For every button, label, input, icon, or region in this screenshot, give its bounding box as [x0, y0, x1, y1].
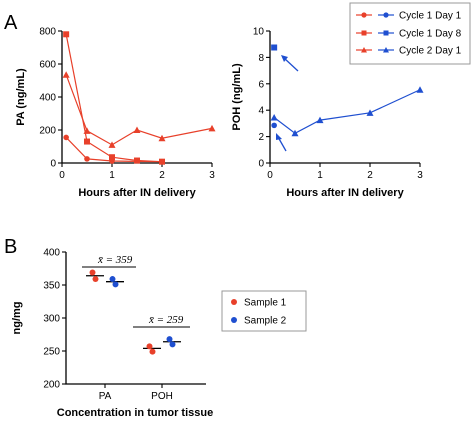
data-point: [158, 134, 166, 142]
legend-item-cycle1-day8: Cycle 1 Day 8: [356, 29, 462, 40]
data-point: [291, 129, 299, 137]
sample-point: [166, 336, 173, 343]
tissue-chart: 200 250 300 350 400 PA POH x̄ = 359 x̄ = 259 n…: [11, 248, 213, 420]
legend-cycles: Cycle 1 Day 1 Cycle 1 Day 8 Cycle 2 Day …: [349, 2, 471, 65]
data-point: [316, 116, 324, 124]
sample-point: [89, 269, 96, 276]
sample-point: [92, 276, 99, 283]
y-tick-label: 0: [50, 159, 56, 170]
sample-point: [109, 276, 116, 283]
x-tick-label: 0: [59, 170, 65, 181]
red-circle-marker: [361, 12, 367, 18]
y-tick-label: 400: [43, 248, 60, 259]
blue-dot-marker: [231, 317, 237, 323]
data-point: [271, 122, 277, 129]
legend-item-sample1: Sample 1: [231, 298, 287, 309]
legend-label: Cycle 1 Day 8: [399, 29, 462, 40]
y-tick-label: 2: [258, 132, 264, 143]
x-tick-label: 1: [109, 170, 115, 181]
poh-chart: 0 2 4 6 8 10 0 1 2 3 POH (ng/mL) Hours after IN d…: [231, 27, 424, 199]
legend-label: Sample 1: [244, 298, 287, 309]
data-point: [134, 157, 140, 164]
x-tick-label: 2: [367, 170, 373, 181]
data-point: [63, 134, 69, 141]
legend-label: Cycle 2 Day 1: [399, 46, 462, 57]
y-tick-label: 6: [258, 79, 264, 90]
data-point: [416, 86, 424, 93]
y-tick-label: 350: [43, 281, 60, 292]
legend-samples-box: [221, 290, 307, 332]
series-line: [65, 34, 163, 163]
tissue-axes: [65, 252, 206, 385]
y-tick-label: 300: [43, 314, 60, 325]
data-point: [63, 31, 70, 38]
red-triangle-marker: [361, 47, 367, 53]
pa-x-axis-label: Hours after IN delivery: [78, 187, 196, 199]
data-point: [271, 44, 278, 51]
y-tick-label: 800: [39, 27, 56, 38]
x-tick-label: 1: [317, 170, 323, 181]
y-tick-label: 200: [43, 380, 60, 391]
pa-y-axis-label: PA (ng/mL): [15, 68, 27, 126]
arrow-to-day1-point: [276, 133, 287, 152]
mean-annotation-poh: x̄ = 259: [148, 314, 184, 326]
x-tick-label: 0: [267, 170, 273, 181]
pa-chart: 0 200 400 600 800 0 1 2 3 PA (ng/mL) Hours after…: [15, 27, 216, 199]
x-tick-label: 3: [417, 170, 423, 181]
data-point: [83, 127, 91, 134]
data-point: [84, 138, 90, 145]
red-dot-marker: [231, 299, 237, 305]
panel-label-b: B: [4, 236, 17, 258]
poh-x-axis-label: Hours after IN delivery: [286, 187, 404, 199]
y-tick-label: 400: [39, 93, 56, 104]
series-line: [273, 89, 421, 135]
data-point: [109, 154, 115, 161]
sample-point: [169, 341, 176, 348]
y-tick-label: 600: [39, 60, 56, 71]
blue-circle-marker: [383, 12, 389, 18]
legend-label: Sample 2: [244, 316, 287, 327]
legend-label: Cycle 1 Day 1: [399, 11, 462, 22]
mean-annotation-pa: x̄ = 359: [97, 254, 133, 266]
x-tick-label: 3: [209, 170, 215, 181]
tissue-y-axis-label: ng/mg: [11, 302, 23, 335]
arrow-to-day8-point: [281, 55, 299, 72]
data-point: [108, 141, 116, 148]
y-tick-label: 4: [258, 106, 264, 117]
blue-triangle-marker: [383, 47, 389, 53]
legend-item-cycle1-day1: Cycle 1 Day 1: [356, 11, 462, 22]
y-tick-label: 8: [258, 53, 264, 64]
data-point: [208, 124, 216, 132]
x-tick-label: PA: [99, 391, 112, 402]
sample-point: [112, 281, 119, 288]
series-line: [65, 74, 213, 146]
sample-point: [149, 348, 156, 355]
tissue-x-axis-label: Concentration in tumor tissue: [57, 407, 213, 419]
data-point: [62, 71, 70, 78]
data-point: [159, 158, 165, 165]
data-point: [270, 113, 278, 121]
y-tick-label: 10: [253, 27, 265, 38]
y-tick-label: 200: [39, 126, 56, 137]
sample-point: [146, 343, 153, 350]
legend-item-sample2: Sample 2: [231, 316, 287, 327]
y-tick-label: 0: [258, 159, 264, 170]
y-tick-label: 250: [43, 347, 60, 358]
legend-item-cycle2-day1: Cycle 2 Day 1: [356, 46, 462, 57]
poh-y-axis-label: POH (ng/mL): [231, 63, 243, 131]
blue-square-marker: [383, 30, 389, 36]
x-tick-label: POH: [151, 391, 173, 402]
data-point: [84, 156, 90, 162]
data-point: [366, 109, 374, 116]
x-tick-label: 2: [159, 170, 165, 181]
panel-label-a: A: [4, 12, 18, 34]
data-point: [133, 126, 141, 133]
red-square-marker: [361, 30, 367, 36]
legend-samples: Sample 1 Sample 2: [221, 290, 307, 332]
